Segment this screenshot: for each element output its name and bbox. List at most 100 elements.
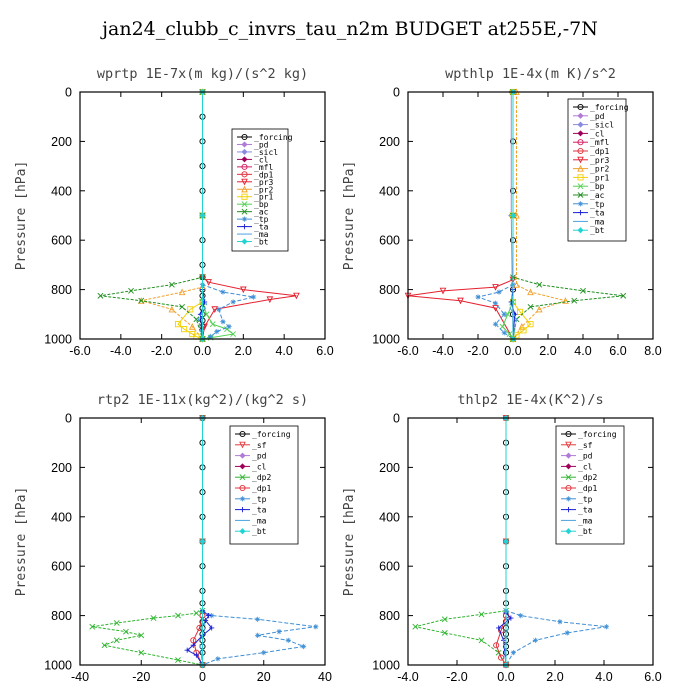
chart-panel-1: wprtp 1E-7x(m kg)/(s^2 kg) Pressure [hPa]…	[14, 66, 334, 358]
data-point	[313, 624, 319, 630]
data-point	[174, 321, 182, 328]
legend-marker	[577, 192, 584, 198]
x-tick-label: 6.0	[316, 344, 333, 358]
data-point	[201, 323, 208, 331]
chart-panel-3: rtp2 1E-11x(kg^2)/(kg^2 s) Pressure [hPa]…	[14, 392, 332, 684]
data-point	[209, 613, 215, 619]
y-tick-label: 200	[51, 461, 72, 475]
legend-label: _forcing	[578, 430, 617, 439]
legend-label: _ma	[254, 230, 269, 239]
x-tick-label: -2.0	[151, 344, 173, 358]
data-point	[496, 625, 502, 631]
data-point	[179, 303, 186, 310]
legend: _forcing _sf _pd_cl _dp2 _dp1 _tp _ta_ma _bt	[229, 425, 299, 545]
legend-marker	[577, 112, 584, 119]
legend-marker	[241, 148, 248, 155]
legend-marker	[241, 193, 248, 200]
legend-marker	[241, 178, 248, 186]
legend-entry: _dp1	[561, 484, 597, 493]
data-point	[518, 613, 524, 619]
legend-label: _forcing	[252, 430, 291, 439]
y-tick-label: 600	[379, 560, 400, 574]
data-point	[475, 294, 481, 300]
figure-title: jan24_clubb_c_invrs_tau_n2m BUDGET at255…	[102, 18, 598, 40]
series-ta	[184, 415, 215, 668]
legend-label: _tp	[252, 495, 267, 504]
series-pr2	[137, 88, 206, 343]
x-tick-label: 40	[318, 670, 332, 684]
legend-label: _dp2	[578, 473, 597, 482]
legend-entry: _tp	[235, 495, 267, 504]
legend-entry: _mfl	[237, 163, 273, 172]
data-point	[496, 289, 502, 295]
x-tick-label: -6.0	[397, 344, 419, 358]
data-point	[492, 300, 499, 306]
y-axis-label: Pressure [hPa]	[14, 161, 29, 271]
series-dp2	[89, 415, 206, 668]
legend-label: _pr3	[254, 178, 273, 187]
legend-marker	[577, 130, 584, 137]
legend: _forcing _sf _pd_cl _dp2 _dp1 _tp _ta_ma _bt	[555, 425, 625, 545]
legend-marker	[239, 507, 246, 513]
data-point	[220, 319, 226, 325]
legend-entry: _cl	[573, 129, 605, 138]
legend-entry: _bt	[573, 226, 605, 235]
legend-label: _forcing	[590, 103, 629, 112]
legend-label: _ma	[590, 217, 605, 226]
data-point	[580, 287, 586, 294]
series-bt	[199, 88, 206, 343]
data-point	[150, 615, 157, 621]
data-point	[220, 289, 226, 295]
legend-entry: _bt	[561, 527, 593, 536]
legend-label: _pd	[578, 452, 593, 461]
legend-entry: _pr3	[573, 156, 609, 165]
legend-label: _forcing	[254, 133, 293, 142]
legend-label: _sicl	[254, 148, 278, 157]
legend-marker	[577, 103, 584, 111]
data-point	[97, 292, 104, 299]
legend-entry: _bp	[237, 200, 269, 209]
data-point	[527, 303, 534, 310]
data-point	[527, 321, 534, 328]
data-point	[518, 323, 526, 330]
legend-label: _bt	[578, 527, 593, 536]
data-point	[123, 628, 129, 635]
data-point	[190, 642, 196, 648]
data-point	[193, 316, 200, 323]
x-tick-label: 2.0	[539, 344, 556, 358]
legend-label: _pr2	[254, 185, 273, 194]
data-point	[441, 629, 448, 636]
legend-entry: _ac	[573, 191, 605, 200]
series-pr3	[404, 88, 517, 343]
legend-marker	[565, 484, 572, 492]
legend-entry: _sf	[235, 441, 267, 450]
legend-label: _sf	[252, 441, 267, 450]
legend-marker	[577, 147, 584, 155]
series-line	[512, 92, 568, 340]
legend-entry: _ma	[573, 217, 605, 226]
x-tick-label: 0	[199, 670, 206, 684]
x-tick-label: 4.0	[595, 670, 612, 684]
data-point	[199, 212, 206, 219]
data-point	[527, 288, 534, 296]
data-point	[520, 327, 527, 334]
data-point	[203, 311, 210, 318]
panel-title: rtp2 1E-11x(kg^2)/(kg^2 s)	[97, 392, 308, 408]
legend-marker	[577, 121, 584, 128]
legend-entry: _pd	[561, 452, 593, 461]
series-line	[177, 92, 203, 340]
y-tick-label: 0	[65, 412, 72, 426]
data-point	[240, 286, 247, 294]
x-tick-label: 0.0	[504, 344, 521, 358]
plot-frame	[407, 91, 654, 340]
legend-marker	[239, 463, 246, 470]
legend-label: _pd	[252, 452, 267, 461]
legend-label: _cl	[590, 129, 605, 138]
legend-entry: _mfl	[573, 138, 609, 147]
data-point	[510, 650, 516, 656]
data-point	[535, 305, 543, 313]
legend-entry: _sf	[561, 441, 593, 450]
legend-marker	[577, 139, 584, 146]
